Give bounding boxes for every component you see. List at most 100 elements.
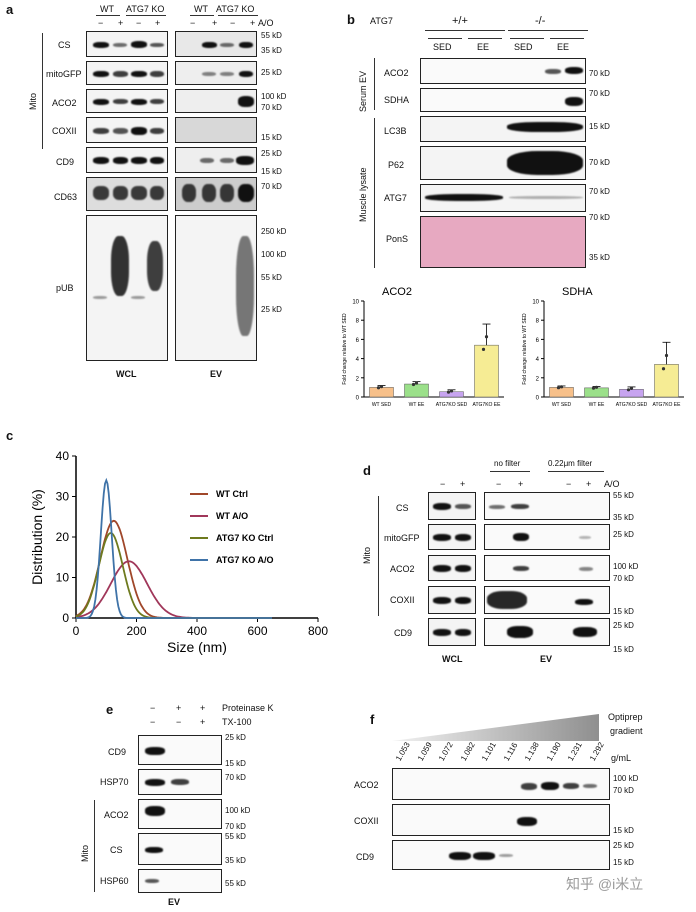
sed-label: SED bbox=[433, 42, 452, 52]
marker-kd: 70 kD bbox=[613, 786, 634, 795]
mito-label: Mito bbox=[80, 844, 90, 862]
plus-sign: + bbox=[200, 717, 206, 727]
marker-kd: 15 kD bbox=[613, 826, 634, 835]
genotype-wt: +/+ bbox=[452, 15, 468, 27]
row-label-aco2: ACO2 bbox=[390, 564, 415, 574]
blot-p62 bbox=[420, 146, 586, 180]
group-wt-label: WT bbox=[100, 4, 114, 14]
marker-kd: 70 kD bbox=[589, 158, 610, 167]
blot-d-ev-cs bbox=[484, 492, 610, 520]
row-label-cs: CS bbox=[58, 40, 71, 50]
proteinase-label: Proteinase K bbox=[222, 703, 274, 713]
y-tick-label: 10 bbox=[56, 571, 70, 585]
y-tick-label: 2 bbox=[536, 376, 540, 382]
y-tick-label: 0 bbox=[536, 396, 540, 402]
marker-kd: 35 kD bbox=[225, 856, 246, 865]
marker-kd: 25 kD bbox=[613, 530, 634, 539]
serum-ev-bracket bbox=[374, 58, 375, 110]
row-label-p62: P62 bbox=[388, 160, 405, 170]
panel-label-c: c bbox=[6, 428, 14, 443]
row-label-coxii: COXII bbox=[52, 126, 77, 136]
marker-kd: 25 kD bbox=[225, 733, 246, 742]
minus-sign: − bbox=[230, 18, 236, 28]
no-filter-label: no filter bbox=[494, 459, 521, 468]
row-label-cd9: CD9 bbox=[108, 747, 127, 757]
blot-lc3b bbox=[420, 116, 586, 142]
sdha-bar-chart: SDHA 0 2 4 6 8 10 Fold change relative to WT SE… bbox=[522, 286, 684, 408]
plus-sign: + bbox=[250, 18, 256, 28]
genotype-ko: -/- bbox=[535, 15, 546, 27]
legend-label: ATG7 KO Ctrl bbox=[216, 533, 273, 543]
minus-sign: − bbox=[98, 18, 104, 28]
density-label: 1.190 bbox=[544, 740, 563, 763]
density-label: 1.072 bbox=[437, 740, 455, 763]
row-label-atg7: ATG7 bbox=[384, 193, 407, 203]
blot-pons bbox=[420, 216, 586, 268]
row-label-aco2: ACO2 bbox=[384, 68, 409, 78]
mito-label: Mito bbox=[362, 546, 372, 564]
panel-label-b: b bbox=[347, 12, 355, 27]
plus-sign: + bbox=[118, 18, 124, 28]
y-axis-label: Fold change relative to WT SED bbox=[522, 313, 528, 385]
blot-d-ev-coxii bbox=[484, 586, 610, 614]
minus-sign: − bbox=[176, 717, 182, 727]
data-point bbox=[559, 385, 564, 389]
plus-sign: + bbox=[460, 479, 466, 489]
data-point bbox=[379, 385, 384, 389]
row-label-mitogfp: mitoGFP bbox=[384, 533, 420, 543]
marker-kd: 100 kD bbox=[613, 774, 639, 783]
panel-label-d: d bbox=[363, 463, 371, 478]
x-tick-label: WT EE bbox=[409, 402, 425, 408]
plus-sign: + bbox=[200, 703, 206, 713]
blot-e-cd9 bbox=[138, 735, 222, 765]
data-point bbox=[661, 367, 666, 371]
marker-kd: 55 kD bbox=[261, 31, 282, 40]
blot-serum-sdha bbox=[420, 88, 586, 112]
row-label-cd9: CD9 bbox=[394, 628, 413, 638]
blot-ev-mitogfp bbox=[175, 61, 257, 85]
blot-f-aco2 bbox=[392, 768, 610, 800]
density-label: 1.231 bbox=[566, 740, 584, 763]
ee-label: EE bbox=[557, 42, 570, 52]
bar bbox=[404, 383, 429, 398]
y-tick-label: 40 bbox=[56, 449, 70, 463]
group-atg7ko-label: ATG7 KO bbox=[126, 4, 165, 14]
minus-sign: − bbox=[150, 703, 156, 713]
gradient-triangle bbox=[392, 714, 599, 741]
filter-label: 0.22μm filter bbox=[548, 459, 593, 468]
row-label-sdha: SDHA bbox=[384, 95, 410, 105]
plus-sign: + bbox=[518, 479, 524, 489]
marker-kd: 55 kD bbox=[261, 273, 282, 282]
ev-label: EV bbox=[168, 897, 181, 907]
marker-kd: 25 kD bbox=[613, 621, 634, 630]
x-tick-label: WT EE bbox=[589, 402, 605, 408]
marker-kd: 70 kD bbox=[589, 187, 610, 196]
blot-serum-aco2 bbox=[420, 58, 586, 84]
row-label-pons: PonS bbox=[386, 234, 409, 244]
y-axis-label: Distribution (%) bbox=[29, 489, 45, 585]
x-tick-label: ATG7KO SED bbox=[436, 402, 468, 408]
sed-label: SED bbox=[514, 42, 533, 52]
bar bbox=[369, 387, 394, 398]
y-tick-label: 4 bbox=[536, 357, 540, 363]
y-tick-label: 0 bbox=[356, 396, 360, 402]
divider bbox=[510, 38, 544, 39]
data-point bbox=[411, 382, 416, 387]
marker-kd: 100 kD bbox=[225, 806, 251, 815]
blot-wcl-cd9 bbox=[86, 147, 168, 173]
blot-f-coxii bbox=[392, 804, 610, 836]
atg7-label: ATG7 bbox=[370, 16, 393, 26]
marker-kd: 25 kD bbox=[261, 305, 282, 314]
divider bbox=[190, 15, 214, 16]
x-tick-label: ATG7KO EE bbox=[473, 402, 502, 408]
y-tick-label: 4 bbox=[356, 357, 360, 363]
divider bbox=[425, 30, 505, 31]
legend-label: WT A/O bbox=[216, 511, 248, 521]
data-point bbox=[626, 388, 631, 392]
plus-sign: + bbox=[176, 703, 182, 713]
y-tick-label: 10 bbox=[352, 300, 359, 306]
y-tick-label: 2 bbox=[356, 376, 360, 382]
blot-ev-cd9 bbox=[175, 147, 257, 173]
y-axis-label: Fold change relative to WT SED bbox=[342, 313, 348, 385]
data-point bbox=[481, 347, 486, 351]
